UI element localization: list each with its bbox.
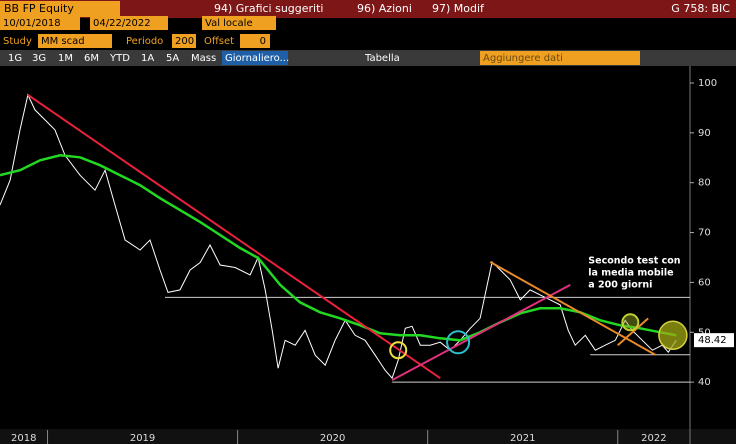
y-tick-label: 90 [698,128,711,139]
study: MM scad [41,36,85,47]
trend-line [489,261,656,356]
period-label: Periodo [126,36,163,47]
add-data: Aggiungere dati [483,53,563,64]
menu-item[interactable]: 96) Azioni [357,2,412,15]
annotation: a 200 giorni [588,279,652,290]
highlight-circle [389,341,408,360]
title-bar [0,0,736,18]
annotation: Secondo test con [588,255,680,266]
y-tick-label: 100 [698,78,717,89]
ticker-box[interactable] [0,1,120,17]
range-button[interactable]: 1A [141,53,154,64]
period-box[interactable] [172,34,196,48]
offset-label: Offset [204,36,234,47]
x-tick-label: 2018 [11,433,36,444]
range-button[interactable]: 6M [84,53,99,64]
frequency: Giornaliero... [225,53,289,64]
start-box[interactable] [0,16,80,30]
annotation: la media mobile [588,267,673,278]
offset-box[interactable] [240,34,270,48]
study-label: Study [3,36,32,47]
range-button[interactable]: 5A [166,53,179,64]
add-data-box[interactable] [480,51,640,65]
end-box[interactable] [90,16,168,30]
trend-line [27,94,441,379]
page-code: G 758: BIC [671,2,730,15]
period: 200 [175,36,194,47]
menu-item[interactable]: 94) Grafici suggeriti [214,2,323,15]
end-date: 04/22/2022 [93,18,151,29]
x-tick-label: 2019 [130,433,155,444]
last-value: 48.42 [698,335,727,346]
offset: 0 [260,36,266,47]
x-tick-label: 2020 [320,433,345,444]
currency-box[interactable] [202,16,276,30]
highlight-circle [621,313,640,332]
highlight-circle [446,330,471,355]
y-tick-label: 70 [698,228,711,239]
currency: Val locale [205,18,253,29]
range-button[interactable]: 1G [8,53,22,64]
range-button[interactable]: Mass [191,53,216,64]
table-button[interactable]: Tabella [364,53,400,64]
dash: - [84,18,88,29]
x-axis-band [0,429,736,444]
ticker: BB FP Equity [4,2,74,15]
study-box[interactable] [38,34,112,48]
start-date: 10/01/2018 [3,18,61,29]
frequency-box[interactable] [222,51,288,65]
range-button[interactable]: YTD [109,53,130,64]
highlight-circle [658,320,688,351]
y-tick-label: 80 [698,178,711,189]
price-line [0,154,677,342]
menu-item[interactable]: 97) Modif [432,2,485,15]
x-tick-label: 2022 [641,433,666,444]
last-value-box [694,333,734,348]
price-line [0,93,677,380]
y-tick-label: 50 [698,327,711,338]
trend-line [617,317,649,346]
range-button[interactable]: 3G [32,53,46,64]
y-tick-label: 60 [698,277,711,288]
trend-line [391,284,571,382]
y-tick-label: 40 [698,377,711,388]
range-button[interactable]: 1M [58,53,73,64]
x-tick-label: 2021 [510,433,535,444]
